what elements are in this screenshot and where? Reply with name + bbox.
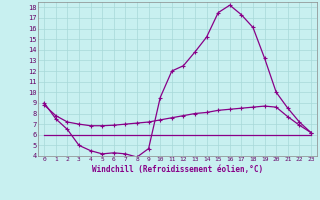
X-axis label: Windchill (Refroidissement éolien,°C): Windchill (Refroidissement éolien,°C) (92, 165, 263, 174)
